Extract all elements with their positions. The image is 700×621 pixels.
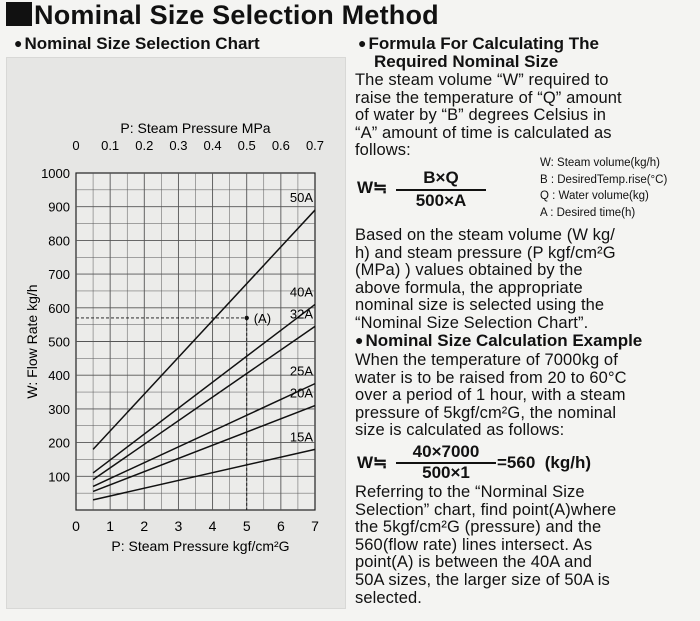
legend-line: A : Desired time(h) [540, 206, 636, 219]
example-fraction-line [396, 462, 496, 464]
top-axis-label: P: Steam Pressure MPa [120, 120, 270, 136]
example-numerator: 40×7000 [412, 442, 480, 461]
selection-line: above formula, the appropriate [355, 278, 583, 297]
example-denominator: 500×1 [422, 463, 470, 482]
formula-heading-line1: Formula For Calculating The [368, 34, 599, 53]
selection-line: (MPa) ) values obtained by the [355, 261, 583, 280]
legend-line: B : DesiredTemp.rise(°C) [540, 173, 668, 186]
y-tick-label: 200 [48, 436, 70, 451]
legend-line: W: Steam volume(kg/h) [540, 157, 660, 169]
example-line: size is calculated as follows: [355, 421, 565, 440]
x-axis-label: P: Steam Pressure kgf/cm²G [111, 538, 289, 554]
y-tick-label: 800 [48, 233, 70, 248]
conclusion-line: Selection” chart, find point(A)where [355, 500, 617, 519]
y-tick-label: 100 [48, 469, 70, 484]
example-line: over a period of 1 hour, with a steam [355, 386, 626, 405]
intro-line: raise the temperature of “Q” amount [355, 88, 622, 107]
conclusion-line: Referring to the “Norminal Size [355, 483, 585, 501]
page-title: Nominal Size Selection Method [6, 0, 439, 31]
example-formula-lhs: W≒ [357, 453, 388, 472]
example-result: =560 (kg/h) [497, 453, 592, 472]
intro-line: follows: [355, 141, 411, 160]
formula-fraction-line [396, 189, 486, 191]
series-line [92, 448, 316, 501]
bullet-icon: ● [355, 332, 364, 348]
selection-chart: 100 200 300 400 500 600 700 800 900 1000 0 1 2 3 4 5 6 7 0… [6, 57, 346, 609]
x-tick-label: 0 [72, 518, 80, 534]
top-tick-label: 0.2 [135, 138, 153, 153]
selection-line: “Nominal Size Selection Chart”. [355, 313, 589, 332]
conclusion-line: the 5kgf/cm²G (pressure) and the [355, 518, 602, 537]
conclusion-line: 560(flow rate) lines intersect. As [355, 535, 593, 554]
series-line [92, 382, 316, 488]
series-line [92, 303, 316, 474]
selection-line: h) and steam pressure (P kgf/cm²G [355, 243, 616, 262]
x-tick-label: 5 [243, 518, 251, 534]
chart-heading-text: Nominal Size Selection Chart [24, 34, 260, 53]
series-label: 15A [290, 429, 313, 444]
top-tick-label: 0.5 [238, 138, 256, 153]
title-square-icon [6, 2, 32, 26]
intro-line: of water by “B” degrees Celsius in [355, 106, 607, 125]
selection-line: nominal size is selected using the [355, 296, 605, 315]
y-tick-label: 300 [48, 402, 70, 417]
intro-line: “A” amount of time is calculated as [355, 123, 612, 142]
bullet-icon: ● [358, 35, 367, 51]
legend-line: Q : Water volume(kg) [540, 190, 649, 203]
y-tick-label: 500 [48, 335, 70, 350]
formula-denominator: 500×A [415, 191, 467, 210]
bullet-icon: ● [14, 35, 23, 51]
example-line: water is to be raised from 20 to 60°C [355, 368, 627, 387]
top-tick-label: 0.4 [204, 138, 222, 153]
top-tick-label: 0.7 [306, 138, 324, 153]
top-tick-label: 0.3 [169, 138, 187, 153]
point-a-label: (A) [254, 311, 271, 326]
x-tick-label: 3 [175, 518, 183, 534]
chart-heading: ● Nominal Size Selection Chart [14, 34, 260, 53]
top-tick-label: 0 [72, 138, 79, 153]
y-tick-label: 400 [48, 368, 70, 383]
conclusion-line: point(A) is between the 40A and [355, 553, 593, 572]
selection-paragraph: Based on the steam volume (W kg/ h) and … [355, 226, 695, 333]
intro-line: The steam volume “W” required to [355, 71, 609, 89]
series-label: 32A [290, 306, 313, 321]
conclusion-line: 50A sizes, the larger size of 50A is [355, 570, 610, 589]
series-label: 40A [290, 284, 313, 299]
example-line: When the temperature of 7000kg of [355, 351, 618, 369]
series-line [92, 209, 316, 450]
conclusion-paragraph: Referring to the “Norminal Size Selectio… [355, 483, 695, 607]
example-line: pressure of 5kgf/cm²G, the nominal [355, 403, 617, 422]
series-label: 50A [290, 190, 313, 205]
formula-heading: ● Formula For Calculating The Required Nom… [358, 34, 599, 71]
x-tick-label: 4 [209, 518, 217, 534]
top-tick-label: 0.6 [272, 138, 290, 153]
y-tick-label: 1000 [41, 166, 70, 181]
page-title-text: Nominal Size Selection Method [34, 0, 439, 30]
x-tick-label: 6 [277, 518, 285, 534]
example-paragraph: When the temperature of 7000kg of water … [355, 351, 695, 440]
point-a-marker [244, 315, 249, 321]
formula-legend: W: Steam volume(kg/h) B : DesiredTemp.ri… [540, 155, 667, 221]
series-line [92, 404, 316, 493]
x-tick-label: 2 [140, 518, 148, 534]
formula-heading-line2: Required Nominal Size [374, 52, 559, 71]
formula-numerator: B×Q [423, 168, 459, 187]
selection-line: Based on the steam volume (W kg/ [355, 226, 615, 244]
intro-paragraph: The steam volume “W” required to raise t… [355, 71, 695, 160]
series-label: 25A [290, 364, 313, 379]
top-tick-label: 0.1 [101, 138, 119, 153]
x-tick-label: 1 [106, 518, 114, 534]
formula-lhs: W≒ [357, 178, 388, 197]
example-heading-text: Nominal Size Calculation Example [365, 331, 643, 350]
y-axis-label: W: Flow Rate kg/h [24, 284, 40, 398]
series-line [92, 325, 316, 481]
y-tick-label: 700 [48, 267, 70, 282]
y-tick-label: 900 [48, 200, 70, 215]
conclusion-line: selected. [355, 588, 422, 607]
series-label: 20A [290, 386, 313, 401]
y-tick-label: 600 [48, 301, 70, 316]
example-heading: ● Nominal Size Calculation Example [355, 331, 642, 350]
x-tick-label: 7 [311, 518, 319, 534]
